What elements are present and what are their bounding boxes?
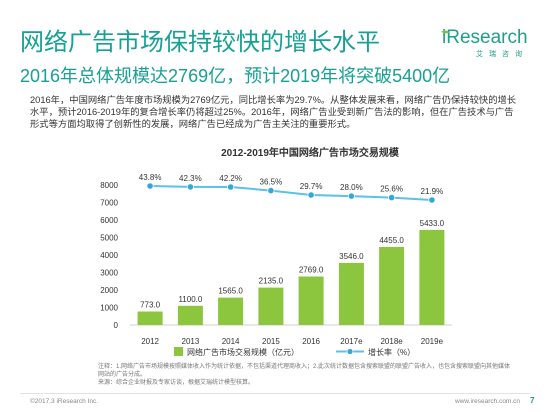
bar-2016 <box>298 276 324 325</box>
logo-name: iResearch <box>442 27 528 48</box>
source-text: 来源：综合企业财报及专家访谈，根据艾瑞统计模型核算。 <box>98 380 255 386</box>
bar-label-2017e: 3546.0 <box>339 252 364 261</box>
page-subtitle: 2016年总体规模达2769亿，预计2019年将突破5400亿 <box>20 66 451 86</box>
iresearch-logo: iResearch 艾瑞咨询 <box>441 27 538 61</box>
copyright: ©2017.3 iResearch Inc. <box>30 398 99 405</box>
bar-2014 <box>218 297 244 325</box>
growth-line <box>150 185 432 201</box>
chart-title: 2012-2019年中国网络广告市场交易规模 <box>221 146 400 159</box>
y-tick-label: 6000 <box>100 216 118 225</box>
growth-label-2017e: 28.0% <box>340 183 363 192</box>
y-tick-label: 4000 <box>100 251 118 260</box>
x-tick-label: 2013 <box>182 337 200 346</box>
y-tick-label: 2000 <box>100 286 118 295</box>
x-tick-label: 2019e <box>421 337 444 346</box>
bar-2012 <box>137 311 163 325</box>
summary-paragraph: 2016年，中国网络广告年度市场规模为2769亿元，同比增长率为29.7%。从整… <box>30 95 517 129</box>
chart-notes: 注释：1.网络广告市场规模按照媒体收入作为统计依据，不包括渠道代理商收入；2.此… <box>98 363 512 387</box>
x-tick-label: 2014 <box>222 337 240 346</box>
page-title: 网络广告市场保持较快的增长水平 <box>20 29 380 56</box>
bar-label-2015: 2135.0 <box>259 277 284 286</box>
legend-line-label: 增长率（%） <box>368 347 415 357</box>
growth-dot-2015 <box>267 187 275 195</box>
growth-dot-2013 <box>186 183 194 191</box>
growth-label-2019e: 21.9% <box>421 187 444 196</box>
growth-label-2015: 36.5% <box>260 178 283 187</box>
x-tick-label: 2017e <box>340 337 363 346</box>
x-tick-label: 2012 <box>141 337 159 346</box>
y-tick-label: 1000 <box>100 304 118 313</box>
growth-label-2012: 43.8% <box>139 173 162 182</box>
x-tick-label: 2015 <box>262 337 280 346</box>
legend-bar-swatch <box>174 347 183 356</box>
growth-dot-2012 <box>146 182 154 190</box>
bar-2017e <box>338 262 364 325</box>
bar-label-2014: 1565.0 <box>218 287 243 296</box>
legend-bar-label: 网络广告市场交易规模（亿元） <box>187 347 299 357</box>
bar-label-2018e: 4455.0 <box>379 236 404 245</box>
website-url: www.iresearch.com.cn <box>455 398 521 405</box>
growth-label-2018e: 25.6% <box>380 185 403 194</box>
bar-2013 <box>177 305 203 326</box>
x-tick-label: 2018e <box>380 337 403 346</box>
bar-2015 <box>258 287 284 325</box>
bar-label-2013: 1100.0 <box>178 295 202 304</box>
y-tick-label: 5000 <box>100 234 118 243</box>
growth-label-2013: 42.3% <box>179 174 202 183</box>
y-tick-label: 8000 <box>100 181 118 190</box>
legend-line-dot <box>346 348 354 355</box>
page-number: 7 <box>530 396 535 405</box>
y-tick-label: 7000 <box>100 199 118 208</box>
bar-label-2016: 2769.0 <box>299 266 324 275</box>
growth-label-2016: 29.7% <box>300 182 323 191</box>
growth-dot-2019e <box>428 196 436 204</box>
growth-dot-2014 <box>227 183 235 191</box>
bar-label-2019e: 5433.0 <box>420 219 445 228</box>
bar-label-2012: 773.0 <box>140 301 161 310</box>
bar-2019e <box>419 229 445 325</box>
growth-dot-2018e <box>387 194 396 202</box>
note-text: 注释：1.网络广告市场规模按照媒体收入作为统计依据，不包括渠道代理商收入；2.此… <box>98 364 511 378</box>
y-tick-label: 0 <box>114 321 119 330</box>
growth-label-2014: 42.2% <box>219 174 242 183</box>
bar-2018e <box>379 247 405 325</box>
growth-dot-2016 <box>307 191 315 199</box>
growth-dot-2017e <box>347 192 355 200</box>
logo-cn-name: 艾瑞咨询 <box>476 51 528 58</box>
footer-divider <box>20 393 530 394</box>
y-tick-label: 3000 <box>100 269 118 278</box>
x-tick-label: 2016 <box>302 337 320 346</box>
